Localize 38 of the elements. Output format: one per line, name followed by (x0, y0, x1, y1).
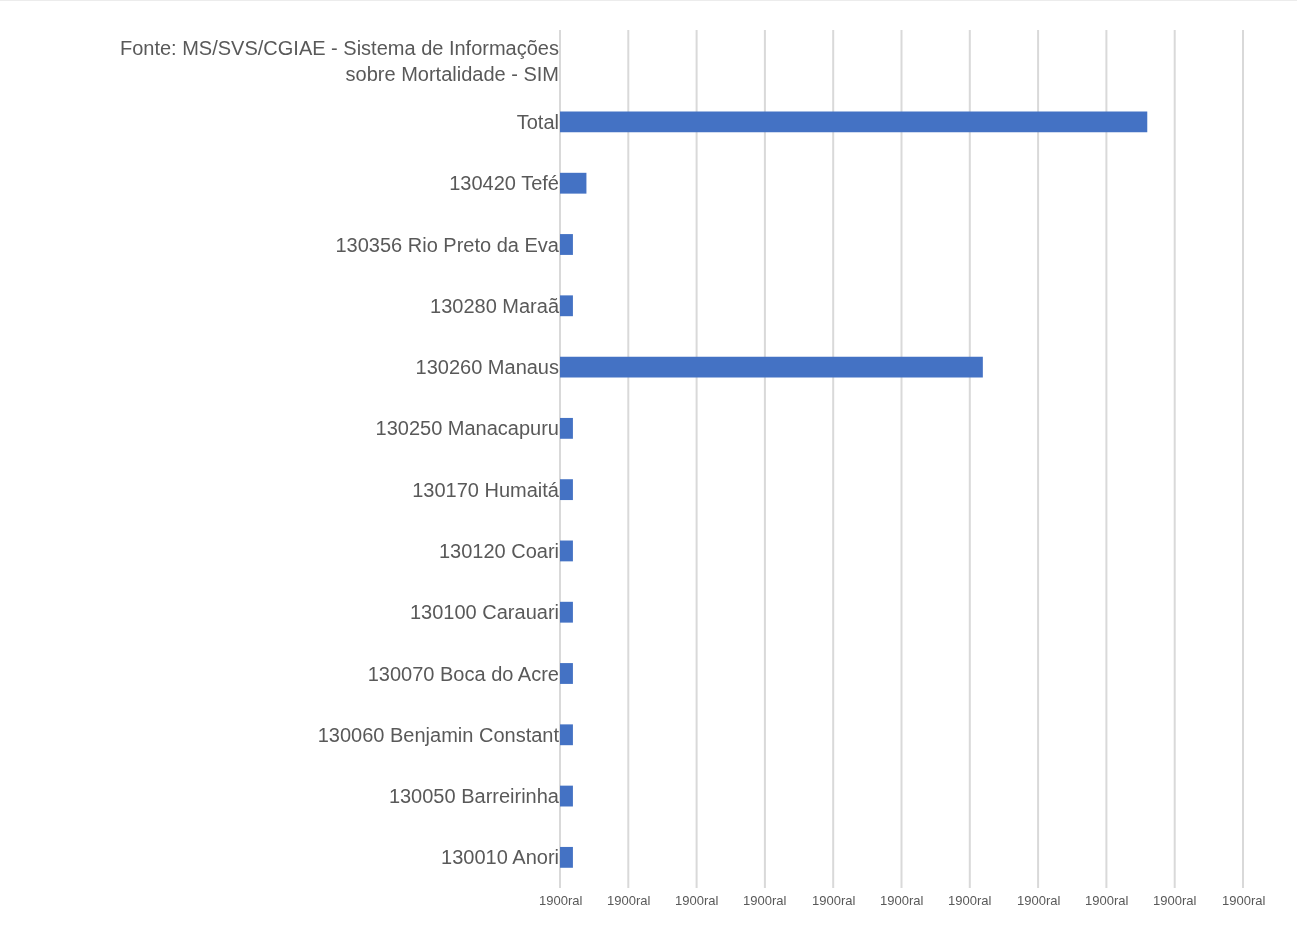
bar (560, 479, 573, 501)
text: 1900ral (607, 893, 651, 908)
y-tick-label: 130100 Carauari (410, 601, 559, 624)
y-tick-label: 130050 Barreirinha (388, 785, 560, 808)
text: 1900ral (812, 893, 856, 908)
y-tick-label: 130070 Boca do Acre (367, 662, 559, 685)
bar (560, 417, 573, 439)
bar (560, 172, 587, 194)
bar (560, 356, 983, 378)
text: 1900ral (1017, 893, 1061, 908)
y-tick-label: 130060 Benjamin Constant (317, 723, 560, 746)
bar (560, 295, 573, 317)
y-tick-label: 130170 Humaitá (412, 478, 560, 501)
text: 1900ral (948, 893, 992, 908)
bar (560, 724, 573, 746)
y-tick-label: 130260 Manaus (415, 356, 559, 379)
y-tick-label: Fonte: MS/SVS/CGIAE - Sistema de Informações sobre Mortalidade - SIM (119, 36, 559, 85)
text: 1900ral (1085, 893, 1129, 908)
bar (560, 111, 1148, 133)
text: 1900ral (1222, 893, 1266, 908)
y-tick-label: 130120 Coari (438, 539, 559, 562)
y-tick-label: 130250 Manacapuru (375, 417, 559, 440)
text: 1900ral (1153, 893, 1197, 908)
y-tick-label: 130280 Maraã (430, 294, 560, 317)
text: 1900ral (539, 893, 583, 908)
y-tick-label: 130010 Anori (441, 846, 559, 869)
y-tick-label: 130420 Tefé (449, 172, 559, 195)
text: 1900ral (880, 893, 924, 908)
y-tick-label: 130356 Rio Preto da Eva (335, 233, 560, 256)
bar (560, 601, 573, 623)
bar (560, 663, 573, 684)
text: 1900ral (743, 893, 787, 908)
bar (560, 785, 573, 807)
text: 1900ral (675, 893, 719, 908)
bar (560, 540, 573, 562)
y-tick-label: Total (516, 110, 559, 133)
bar (560, 234, 573, 255)
bar (560, 846, 573, 868)
